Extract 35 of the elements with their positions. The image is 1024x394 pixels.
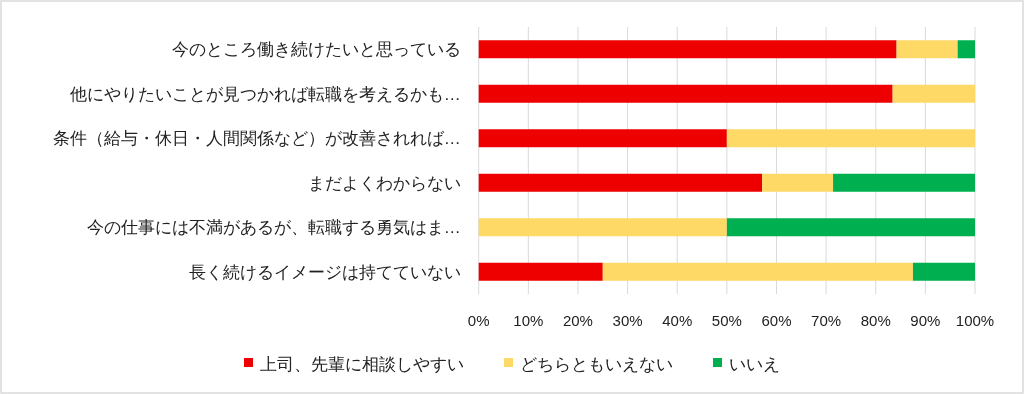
bar [833,173,975,192]
bar [726,129,975,148]
bar [912,262,975,281]
y-tick-label: 条件（給与・休日・人間関係など）が改善されれば… [52,129,461,149]
x-tick-label: 60% [761,312,792,329]
x-tick-label: 10% [513,312,544,329]
x-tick-label: 90% [910,312,941,329]
bar [892,84,975,103]
legend-label: どちらともいえない [520,355,673,374]
bar [478,218,727,237]
bar [478,129,727,148]
x-tick-label: 70% [811,312,842,329]
bar [478,262,603,281]
x-tick-label: 40% [662,312,693,329]
x-tick-label: 0% [467,312,490,329]
x-tick-label: 80% [860,312,891,329]
y-tick-label: 今のところ働き続けたいと思っている [171,40,461,60]
x-tick-label: 50% [711,312,742,329]
y-tick-label: 他にやりたいことが見つかれば転職を考えるかも… [69,84,461,104]
bar [478,84,893,103]
legend-label: いいえ [729,355,780,374]
x-tick-label: 100% [955,312,995,329]
bar [478,173,763,192]
bar [762,173,834,192]
y-tick-label: 長く続けるイメージは持てていない [188,262,461,282]
y-tick-label: 今の仕事には不満があるが、転職する勇気はま… [86,218,461,238]
bar [726,218,975,237]
bar [896,40,958,59]
bar [957,40,975,59]
y-tick-label: まだよくわからない [307,173,461,193]
x-tick-label: 20% [562,312,593,329]
bar [602,262,913,281]
bar [478,40,897,59]
x-tick-label: 30% [612,312,643,329]
legend-label: 上司、先輩に相談しやすい [260,355,464,374]
